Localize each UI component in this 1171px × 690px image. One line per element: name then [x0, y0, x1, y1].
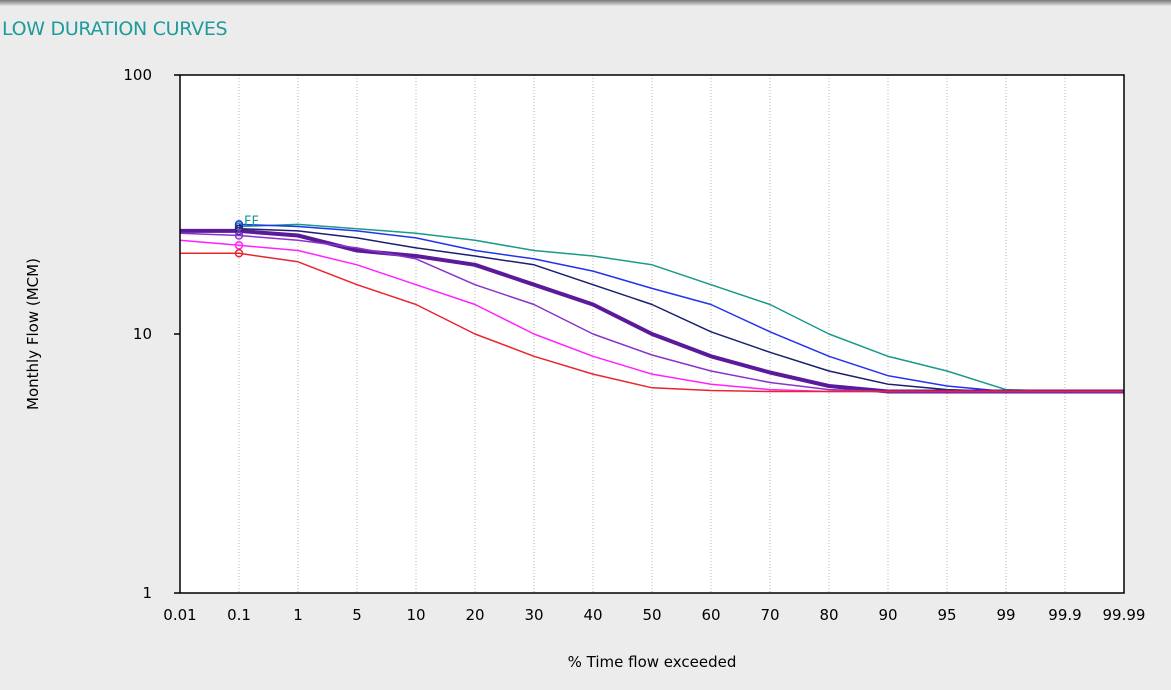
series-line-1 — [238, 223, 1124, 393]
series-marker-4 — [234, 226, 244, 236]
x-tick-label: 10 — [406, 606, 425, 624]
y-tick-label: 1 — [142, 584, 152, 602]
x-tick-label: 90 — [878, 606, 897, 624]
x-tick-label: 99.9 — [1048, 606, 1081, 624]
window-top-border — [0, 0, 1171, 6]
x-tick-label: 0.01 — [163, 606, 196, 624]
x-tick-label: 99.99 — [1103, 606, 1146, 624]
x-tick-label: 99 — [996, 606, 1015, 624]
x-tick-label: 30 — [524, 606, 543, 624]
x-tick-label: 1 — [293, 606, 303, 624]
x-tick-label: 50 — [642, 606, 661, 624]
series-marker-label: FF — [244, 215, 259, 230]
series-marker-7 — [234, 249, 244, 258]
x-tick-label: 40 — [583, 606, 602, 624]
series-line-7 — [180, 252, 1124, 393]
y-axis-label: Monthly Flow (MCM) — [24, 258, 42, 410]
y-tick-label: 10 — [133, 325, 152, 343]
series-marker-5 — [234, 231, 244, 240]
x-tick-label: 95 — [937, 606, 956, 624]
x-tick-label: 5 — [352, 606, 362, 624]
x-tick-label: 0.1 — [227, 606, 251, 624]
series-markers: FF — [234, 215, 259, 258]
x-axis-label: % Time flow exceeded — [568, 653, 737, 671]
x-tick-label: 20 — [465, 606, 484, 624]
tick-labels: 0.01 0.1 1 5 10 20 30 40 50 60 70 80 90 95 99 99.9 99.99… — [123, 66, 1145, 624]
x-tick-label: 80 — [819, 606, 838, 624]
y-tick-label: 100 — [123, 66, 152, 84]
series-line-2 — [238, 223, 1124, 393]
x-tick-label: 70 — [760, 606, 779, 624]
x-tick-label: 60 — [701, 606, 720, 624]
series-marker-6 — [234, 241, 244, 250]
chart-title: LOW DURATION CURVES — [2, 18, 228, 40]
series-layer — [179, 223, 1124, 394]
